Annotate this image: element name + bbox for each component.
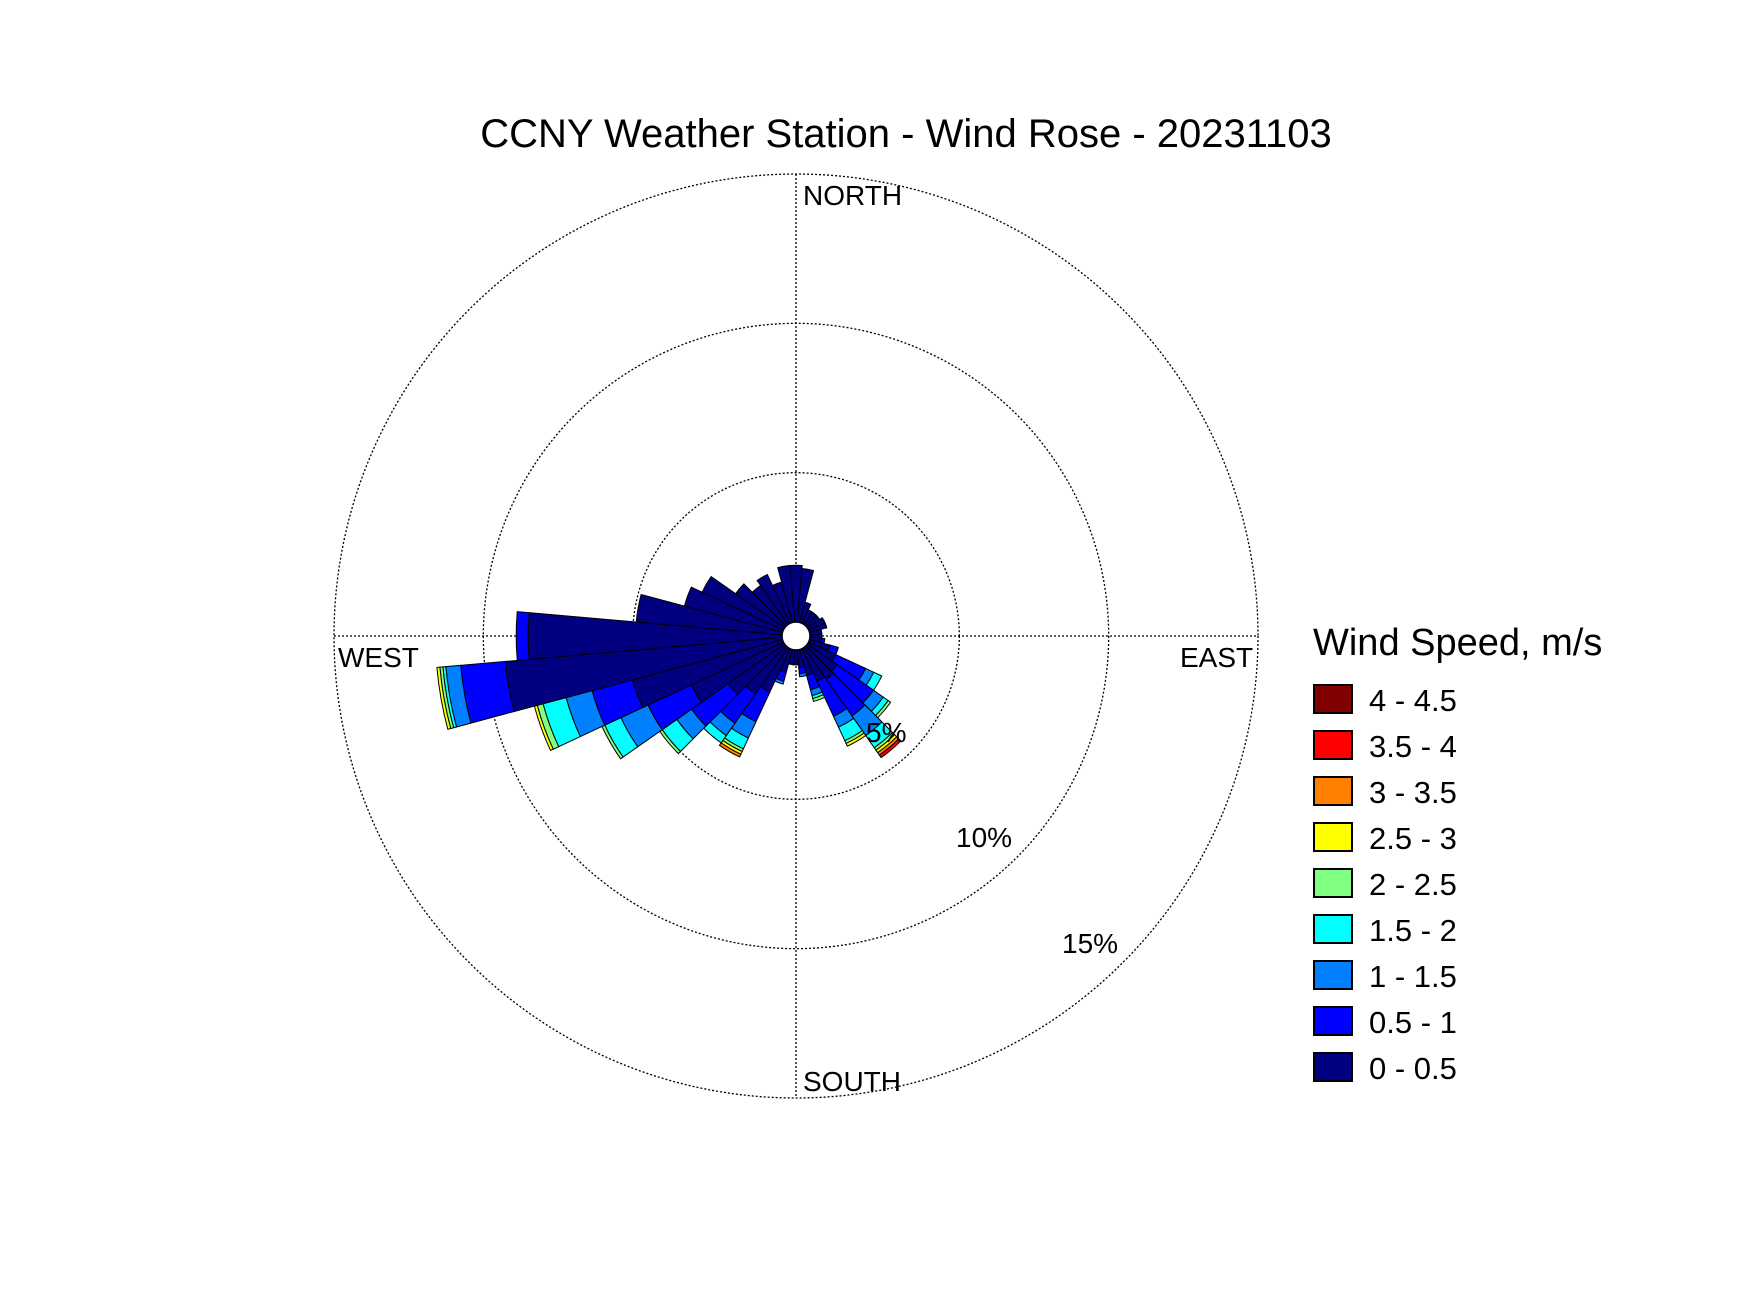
legend-label: 2.5 - 3 bbox=[1369, 821, 1457, 856]
bar-dir-170-bin-2 bbox=[798, 671, 808, 678]
wind-rose-bars bbox=[436, 564, 902, 760]
center-hub bbox=[781, 621, 811, 651]
legend-swatch bbox=[1313, 730, 1353, 760]
legend-swatch bbox=[1313, 960, 1353, 990]
legend-swatch bbox=[1313, 914, 1353, 944]
legend-label: 0 - 0.5 bbox=[1369, 1051, 1457, 1086]
ring-label-15: 15% bbox=[1062, 928, 1119, 959]
legend-label: 2 - 2.5 bbox=[1369, 867, 1457, 902]
bar-dir-140-bin-7 bbox=[878, 738, 902, 759]
direction-label-west: WEST bbox=[338, 642, 419, 673]
legend-label: 0.5 - 1 bbox=[1369, 1005, 1457, 1040]
direction-label-south: SOUTH bbox=[803, 1066, 901, 1097]
legend-swatch bbox=[1313, 776, 1353, 806]
legend-swatch bbox=[1313, 684, 1353, 714]
legend-swatch bbox=[1313, 1006, 1353, 1036]
bar-dir-260-bin-5 bbox=[436, 666, 452, 730]
legend-title: Wind Speed, m/s bbox=[1313, 622, 1603, 664]
bar-dir-210-bin-6 bbox=[718, 742, 742, 758]
direction-label-east: EAST bbox=[1180, 642, 1254, 673]
legend-swatch bbox=[1313, 822, 1353, 852]
bar-dir-150-bin-5 bbox=[845, 732, 867, 747]
bar-dir-160-bin-4 bbox=[812, 694, 826, 703]
legend-label: 3 - 3.5 bbox=[1369, 775, 1457, 810]
chart-title: CCNY Weather Station - Wind Rose - 20231… bbox=[480, 112, 1332, 156]
legend-label: 4 - 4.5 bbox=[1369, 683, 1457, 718]
legend-label: 1.5 - 2 bbox=[1369, 913, 1457, 948]
legend-swatch bbox=[1313, 1052, 1353, 1082]
legend-label: 3.5 - 4 bbox=[1369, 729, 1457, 764]
direction-label-north: NORTH bbox=[803, 180, 903, 211]
bar-dir-270-bin-1 bbox=[515, 611, 530, 661]
legend-swatch bbox=[1313, 868, 1353, 898]
ring-label-5: 5% bbox=[866, 717, 907, 748]
ring-label-10: 10% bbox=[956, 822, 1013, 853]
legend-label: 1 - 1.5 bbox=[1369, 959, 1457, 994]
